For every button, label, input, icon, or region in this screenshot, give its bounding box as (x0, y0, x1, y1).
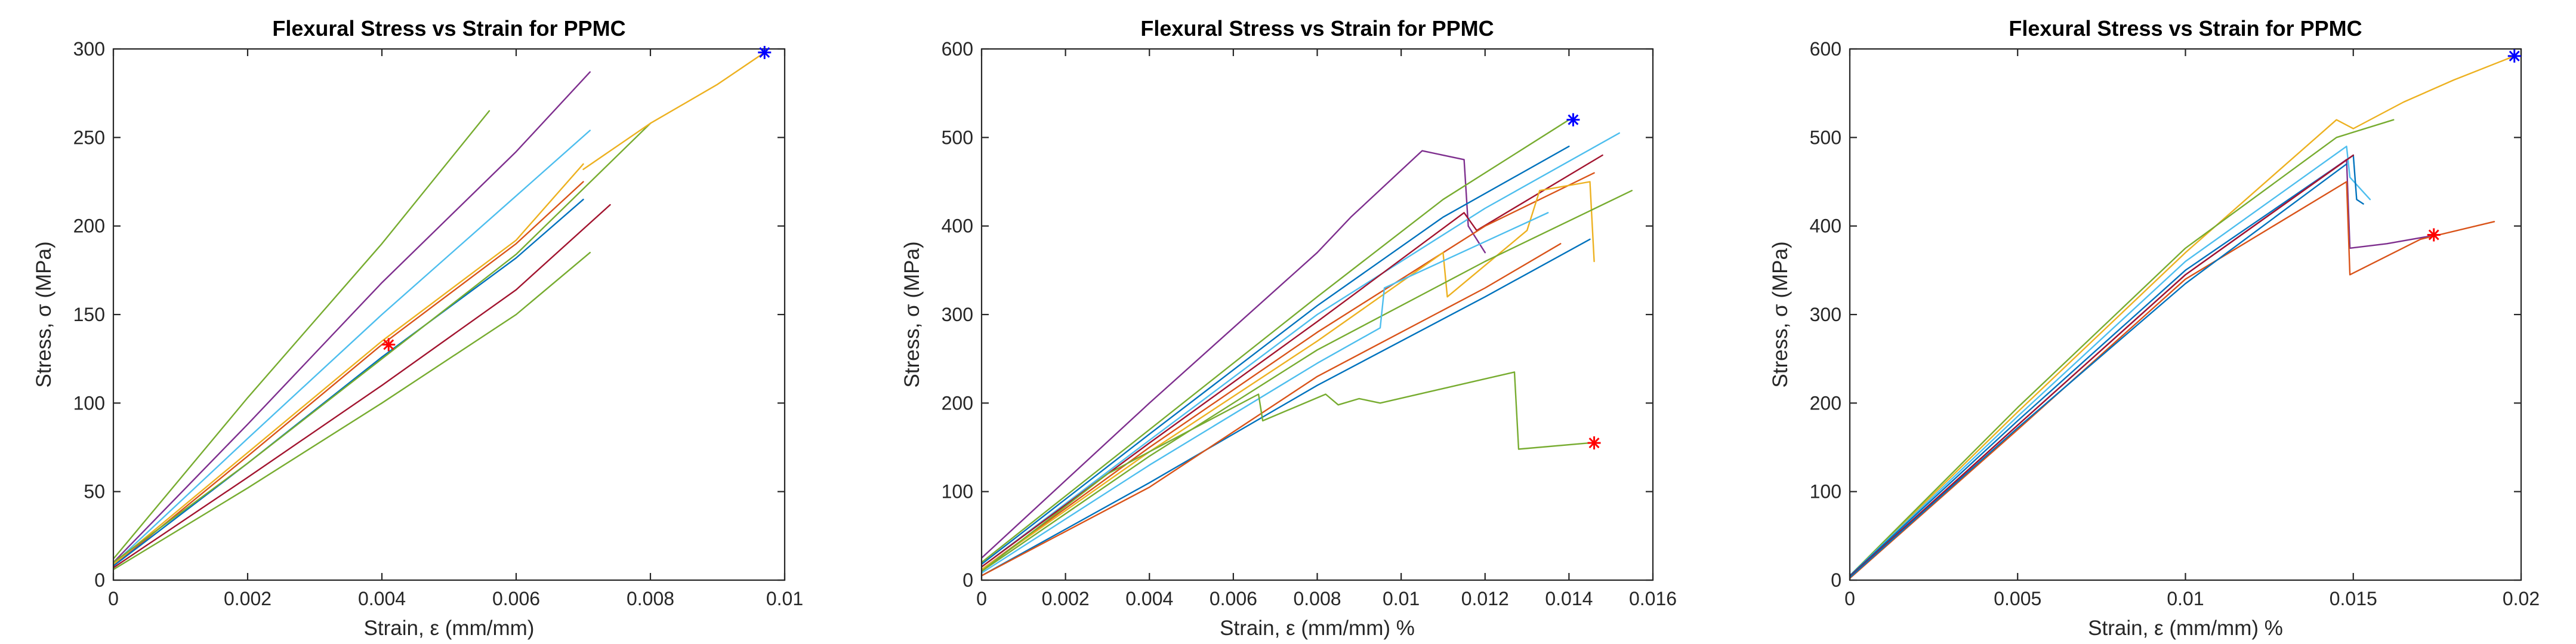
y-tick-label: 250 (73, 127, 105, 148)
max-point-marker (1566, 113, 1580, 127)
y-tick-label: 400 (1810, 215, 1841, 237)
chart-title: Flexural Stress vs Strain for PPMC (2009, 16, 2362, 41)
x-tick-label: 0.012 (1461, 588, 1509, 609)
series-line-4 (982, 132, 1621, 568)
series-line-8 (113, 122, 652, 563)
series-line-4 (1850, 154, 2364, 577)
series-line-7 (982, 181, 1595, 571)
y-tick-label: 50 (84, 481, 105, 503)
y-axis-label: Stress, σ (MPa) (32, 241, 55, 387)
series-line-1 (982, 150, 1486, 559)
x-axis-label: Strain, ε (mm/mm) (364, 617, 535, 640)
x-axis-label: Strain, ε (mm/mm) % (2088, 617, 2283, 640)
y-tick-label: 400 (942, 215, 973, 237)
series-line-2 (1850, 119, 2395, 577)
y-tick-label: 100 (1810, 481, 1841, 503)
y-axis-label: Stress, σ (MPa) (900, 241, 924, 387)
min-point-marker (382, 338, 396, 352)
chart-title: Flexural Stress vs Strain for PPMC (272, 16, 625, 41)
y-tick-label: 0 (962, 569, 973, 591)
x-tick-label: 0.014 (1545, 588, 1593, 609)
series-group (982, 119, 1633, 577)
y-tick-label: 100 (73, 392, 105, 414)
min-point-marker (1587, 436, 1601, 450)
x-tick-label: 0.004 (1125, 588, 1173, 609)
x-tick-label: 0.006 (492, 588, 540, 609)
x-tick-label: 0.002 (224, 588, 272, 609)
y-tick-label: 300 (73, 38, 105, 60)
series-line-6 (1850, 181, 2495, 580)
series-line-3 (1850, 145, 2371, 577)
x-tick-label: 0.02 (2503, 588, 2540, 609)
chart-panel-2: Flexural Stress vs Strain for PPMC 0 0.002… (900, 16, 1677, 640)
x-tick-label: 0.006 (1210, 588, 1257, 609)
series-line-1 (113, 110, 490, 560)
series-line-4 (113, 163, 584, 565)
x-tick-label: 0.005 (1994, 588, 2041, 609)
series-line-2 (113, 71, 591, 563)
x-tick-label: 0.01 (1383, 588, 1420, 609)
chart-panel-3: Flexural Stress vs Strain for PPMC 0 0.005… (1769, 16, 2540, 640)
y-axis-label: Stress, σ (MPa) (1769, 241, 1792, 387)
x-tick-label: 0.008 (627, 588, 674, 609)
series-group (113, 51, 766, 571)
y-tick-label: 600 (1810, 38, 1841, 60)
series-line-10 (982, 238, 1591, 577)
y-tick-label: 300 (942, 304, 973, 325)
y-tick-label: 600 (942, 38, 973, 60)
series-line-6 (113, 199, 584, 567)
x-tick-label: 0.004 (358, 588, 406, 609)
max-point-marker (758, 45, 772, 59)
y-tick-label: 0 (94, 569, 105, 591)
series-line-5 (1850, 159, 2438, 578)
series-line-9 (582, 51, 766, 170)
min-point-marker (2427, 228, 2441, 242)
series-line-3 (113, 130, 591, 565)
x-tick-label: 0.01 (766, 588, 803, 609)
x-tick-label: 0.008 (1293, 588, 1341, 609)
series-line-3 (982, 145, 1570, 565)
series-group (1850, 55, 2515, 580)
series-line-12 (982, 371, 1591, 572)
x-tick-label: 0 (976, 588, 987, 609)
series-line-6 (982, 172, 1595, 571)
series-line-5 (113, 181, 584, 567)
y-tick-label: 300 (1810, 304, 1841, 325)
x-tick-label: 0.002 (1042, 588, 1090, 609)
x-tick-label: 0.015 (2330, 588, 2377, 609)
series-line-7 (1850, 154, 2355, 578)
y-tick-label: 0 (1831, 569, 1841, 591)
max-point-marker (2507, 49, 2521, 63)
y-tick-label: 150 (73, 304, 105, 325)
series-line-11 (982, 243, 1562, 577)
y-tick-label: 100 (942, 481, 973, 503)
series-line-9 (982, 212, 1549, 574)
y-tick-label: 200 (1810, 392, 1841, 414)
x-tick-label: 0 (108, 588, 119, 609)
y-tick-label: 200 (942, 392, 973, 414)
series-line-1 (1850, 55, 2515, 577)
series-line-8 (982, 190, 1633, 572)
x-tick-label: 0.016 (1629, 588, 1677, 609)
axes-frame (1849, 48, 2522, 581)
y-tick-label: 500 (942, 127, 973, 148)
x-axis-label: Strain, ε (mm/mm) % (1220, 617, 1415, 640)
series-line-8 (1850, 163, 2347, 578)
x-tick-label: 0.01 (2167, 588, 2204, 609)
chart-panel-1: Flexural Stress vs Strain for PPMC 0 0.002… (32, 16, 803, 640)
y-tick-label: 200 (73, 215, 105, 237)
series-line-7 (113, 204, 611, 569)
y-tick-label: 500 (1810, 127, 1841, 148)
series-line-5 (982, 154, 1603, 568)
x-tick-label: 0 (1844, 588, 1855, 609)
series-line-10 (113, 252, 591, 571)
chart-title: Flexural Stress vs Strain for PPMC (1140, 16, 1494, 41)
series-line-2 (982, 119, 1570, 563)
